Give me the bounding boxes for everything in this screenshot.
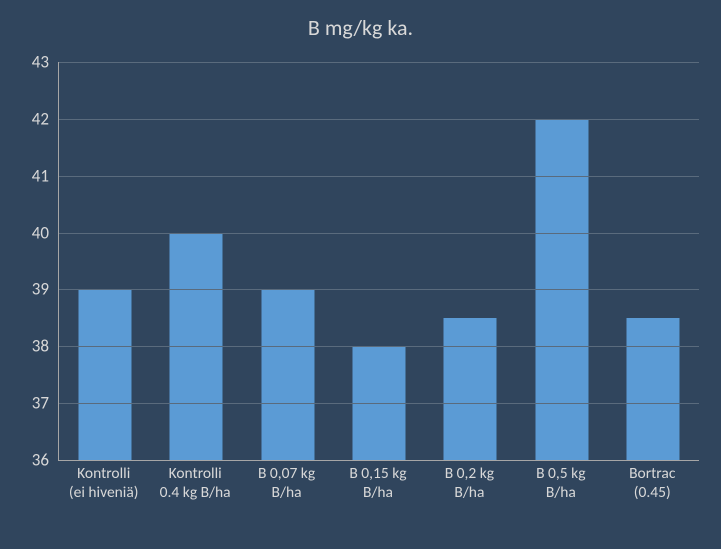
bar-slot <box>242 62 333 460</box>
plot-area: 3637383940414243 <box>58 62 699 461</box>
bars-group <box>59 62 699 460</box>
gridline <box>59 233 699 234</box>
y-tick-label: 39 <box>32 279 59 300</box>
bar <box>627 318 680 460</box>
y-tick-label: 36 <box>32 450 59 471</box>
bar-slot <box>425 62 516 460</box>
x-tick-label: B 0,15 kgB/ha <box>332 464 423 503</box>
bar <box>78 289 131 460</box>
bar-slot <box>150 62 241 460</box>
x-tick-label: Kontrolli(ei hiveniä) <box>58 464 149 503</box>
bar-slot <box>608 62 699 460</box>
gridline <box>59 62 699 63</box>
x-axis-labels: Kontrolli(ei hiveniä)Kontrolli0.4 kg B/h… <box>58 464 698 503</box>
gridline <box>59 289 699 290</box>
x-tick-label: Kontrolli0.4 kg B/ha <box>149 464 240 503</box>
y-tick-label: 38 <box>32 336 59 357</box>
x-tick-label: B 0,07 kgB/ha <box>241 464 332 503</box>
bar <box>261 289 314 460</box>
chart-title: B mg/kg ka. <box>0 14 721 41</box>
y-tick-label: 41 <box>32 165 59 186</box>
bar-slot <box>333 62 424 460</box>
x-tick-label: Bortrac(0.45) <box>607 464 698 503</box>
x-tick-label: B 0,2 kgB/ha <box>424 464 515 503</box>
bar <box>444 318 497 460</box>
y-tick-label: 43 <box>32 52 59 73</box>
x-tick-label: B 0,5 kgB/ha <box>515 464 606 503</box>
y-tick-label: 40 <box>32 222 59 243</box>
gridline <box>59 119 699 120</box>
y-tick-label: 37 <box>32 393 59 414</box>
bar-slot <box>59 62 150 460</box>
gridline <box>59 176 699 177</box>
gridline <box>59 403 699 404</box>
y-tick-label: 42 <box>32 108 59 129</box>
gridline <box>59 346 699 347</box>
chart-container: B mg/kg ka. 3637383940414243 Kontrolli(e… <box>0 0 721 549</box>
bar-slot <box>516 62 607 460</box>
